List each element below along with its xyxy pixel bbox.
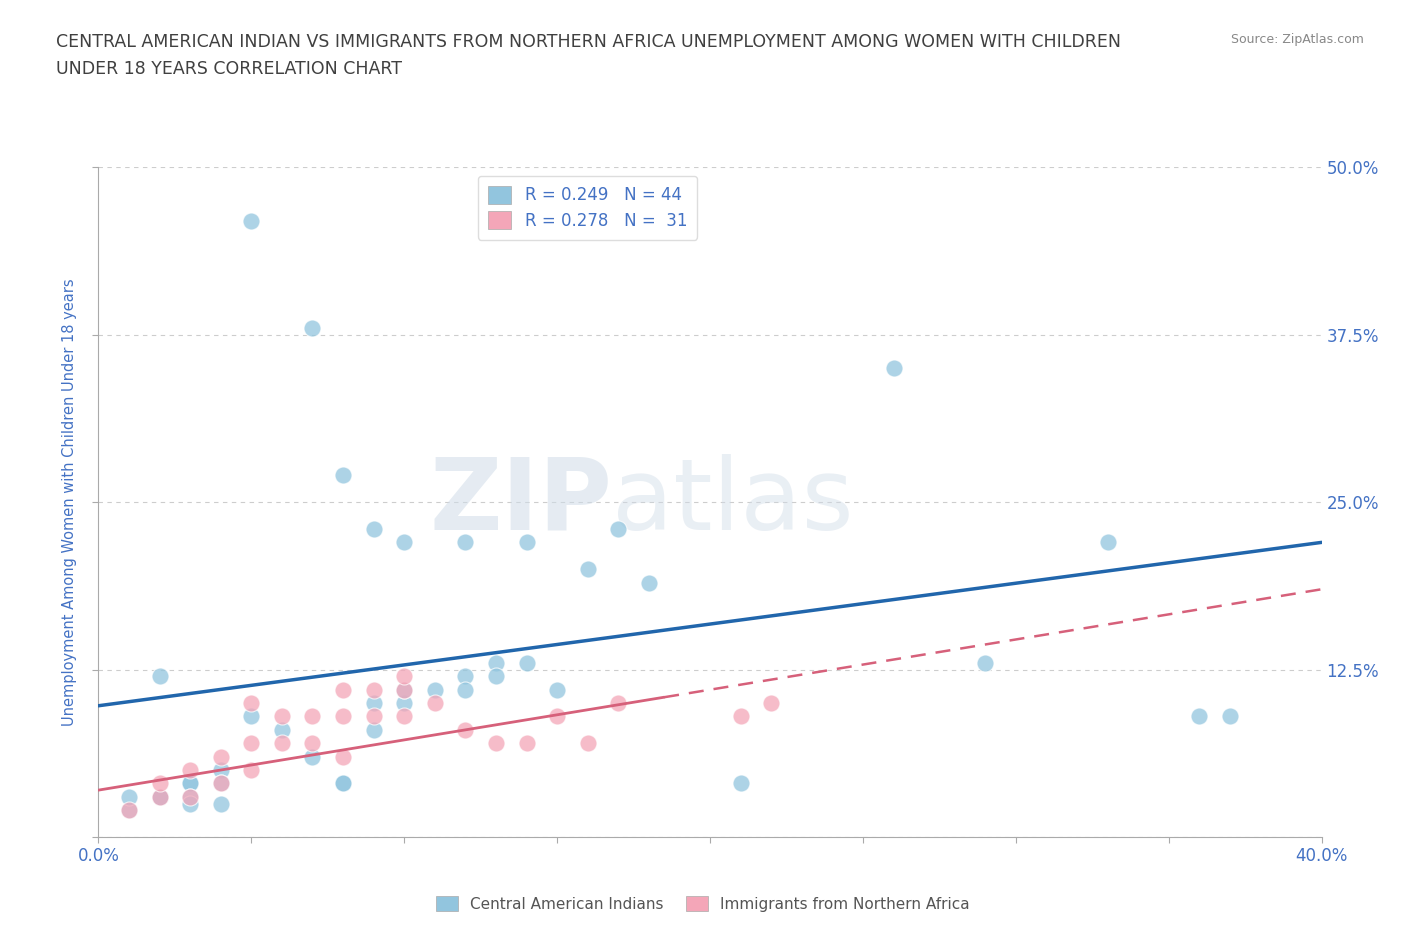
Point xyxy=(576,736,599,751)
Point xyxy=(270,723,292,737)
Point xyxy=(485,736,508,751)
Point xyxy=(179,763,201,777)
Point xyxy=(149,776,172,790)
Point xyxy=(485,669,508,684)
Point xyxy=(240,214,263,229)
Text: Source: ZipAtlas.com: Source: ZipAtlas.com xyxy=(1230,33,1364,46)
Point xyxy=(332,683,354,698)
Point xyxy=(149,669,172,684)
Point xyxy=(209,796,232,811)
Point xyxy=(179,790,201,804)
Point xyxy=(209,776,232,790)
Point xyxy=(118,803,141,817)
Point xyxy=(576,562,599,577)
Point xyxy=(516,736,538,751)
Point xyxy=(454,535,477,550)
Y-axis label: Unemployment Among Women with Children Under 18 years: Unemployment Among Women with Children U… xyxy=(62,278,77,726)
Point xyxy=(270,736,292,751)
Point xyxy=(637,575,661,590)
Point xyxy=(363,683,385,698)
Point xyxy=(179,776,201,790)
Point xyxy=(363,522,385,537)
Point xyxy=(118,803,141,817)
Text: CENTRAL AMERICAN INDIAN VS IMMIGRANTS FROM NORTHERN AFRICA UNEMPLOYMENT AMONG WO: CENTRAL AMERICAN INDIAN VS IMMIGRANTS FR… xyxy=(56,33,1121,50)
Point xyxy=(730,709,752,724)
Point xyxy=(149,790,172,804)
Point xyxy=(240,696,263,711)
Point xyxy=(759,696,782,711)
Point xyxy=(607,696,630,711)
Legend: Central American Indians, Immigrants from Northern Africa: Central American Indians, Immigrants fro… xyxy=(430,889,976,918)
Point xyxy=(392,696,416,711)
Point xyxy=(1219,709,1241,724)
Point xyxy=(883,361,905,376)
Point xyxy=(363,709,385,724)
Point xyxy=(392,709,416,724)
Point xyxy=(179,790,201,804)
Point xyxy=(301,736,323,751)
Point xyxy=(454,683,477,698)
Point xyxy=(301,709,323,724)
Point xyxy=(332,468,354,483)
Point xyxy=(149,790,172,804)
Point xyxy=(454,669,477,684)
Point xyxy=(149,790,172,804)
Point xyxy=(516,656,538,671)
Text: UNDER 18 YEARS CORRELATION CHART: UNDER 18 YEARS CORRELATION CHART xyxy=(56,60,402,78)
Point xyxy=(363,696,385,711)
Legend: R = 0.249   N = 44, R = 0.278   N =  31: R = 0.249 N = 44, R = 0.278 N = 31 xyxy=(478,176,697,240)
Point xyxy=(423,696,446,711)
Point xyxy=(270,709,292,724)
Text: atlas: atlas xyxy=(612,454,853,551)
Point xyxy=(546,683,568,698)
Point xyxy=(392,683,416,698)
Point xyxy=(392,535,416,550)
Point xyxy=(607,522,630,537)
Point xyxy=(363,723,385,737)
Point xyxy=(332,709,354,724)
Point xyxy=(485,656,508,671)
Point xyxy=(392,683,416,698)
Point xyxy=(240,709,263,724)
Point xyxy=(332,750,354,764)
Point xyxy=(454,723,477,737)
Point xyxy=(423,683,446,698)
Point xyxy=(516,535,538,550)
Point xyxy=(240,763,263,777)
Point xyxy=(179,796,201,811)
Point xyxy=(974,656,997,671)
Point xyxy=(301,321,323,336)
Point xyxy=(301,750,323,764)
Point xyxy=(730,776,752,790)
Text: ZIP: ZIP xyxy=(429,454,612,551)
Point xyxy=(546,709,568,724)
Point xyxy=(118,790,141,804)
Point xyxy=(332,776,354,790)
Point xyxy=(1097,535,1119,550)
Point xyxy=(240,736,263,751)
Point xyxy=(179,776,201,790)
Point xyxy=(209,776,232,790)
Point xyxy=(1188,709,1211,724)
Point xyxy=(209,750,232,764)
Point xyxy=(392,669,416,684)
Point xyxy=(332,776,354,790)
Point xyxy=(209,763,232,777)
